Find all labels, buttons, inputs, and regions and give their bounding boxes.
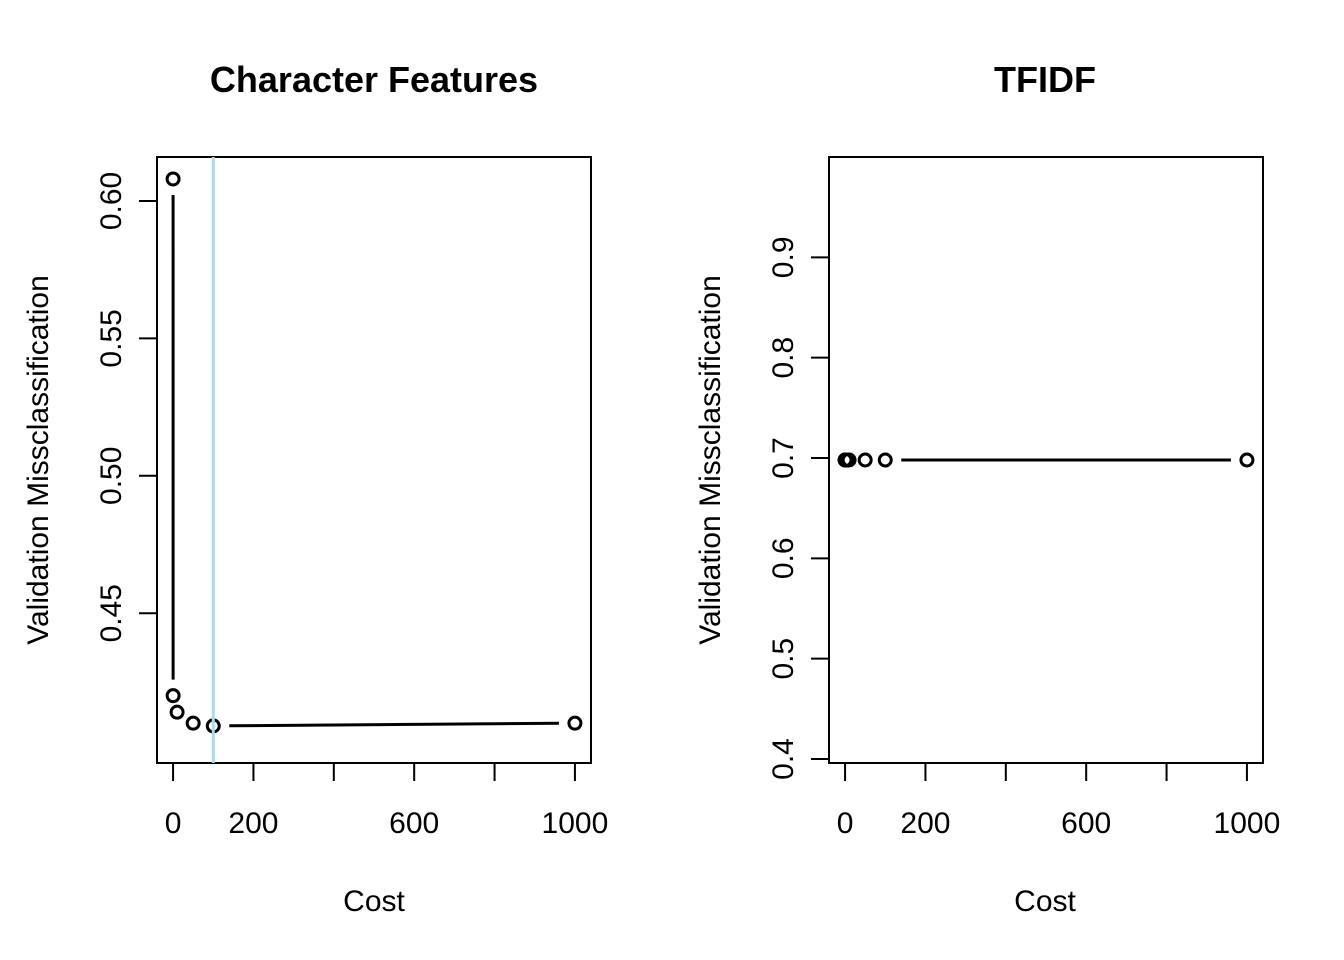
x-tick-label: 1000 (542, 807, 609, 840)
chart-marks: 0 200 600 1000 0.4 0.5 0.6 0.7 0.8 0.9 (767, 236, 1280, 840)
x-axis-label: Cost (343, 885, 405, 918)
x-axis-label: Cost (1014, 885, 1076, 918)
y-tick-label: 0.45 (95, 584, 128, 642)
data-point (857, 452, 873, 468)
y-tick-label: 0.6 (767, 537, 800, 579)
data-point (165, 688, 181, 704)
data-point (165, 171, 181, 187)
y-tick-label: 0.60 (95, 172, 128, 230)
data-point (1239, 452, 1255, 468)
y-tick-label: 0.8 (767, 337, 800, 379)
data-point (567, 715, 583, 731)
plot-frame (156, 156, 592, 764)
y-tick-label: 0.4 (767, 738, 800, 780)
x-tick-label: 200 (900, 807, 950, 840)
x-tick-label: 600 (1061, 807, 1111, 840)
panel-tfidf: TFIDF Cost Validation Missclassification… (694, 59, 1280, 918)
y-tick-label: 0.9 (767, 236, 800, 278)
data-point (169, 704, 185, 720)
y-tick-label: 0.50 (95, 447, 128, 505)
x-tick-label: 1000 (1214, 807, 1281, 840)
chart-title: TFIDF (994, 59, 1096, 100)
chart-marks: 0 200 600 1000 0.45 0.50 0.55 0.60 (95, 157, 608, 840)
y-axis-label: Validation Missclassification (22, 275, 55, 645)
data-point (877, 452, 893, 468)
series-line-segment (229, 721, 559, 728)
chart-title: Character Features (210, 59, 538, 100)
data-point (841, 452, 857, 468)
data-point (185, 715, 201, 731)
y-tick-label: 0.7 (767, 437, 800, 479)
y-tick-label: 0.55 (95, 309, 128, 367)
x-tick-label: 0 (165, 807, 182, 840)
x-tick-label: 0 (837, 807, 854, 840)
y-tick-label: 0.5 (767, 638, 800, 680)
y-axis-label: Validation Missclassification (694, 275, 727, 645)
x-tick-label: 600 (389, 807, 439, 840)
panel-character-features: Character Features Cost Validation Missc… (22, 59, 608, 918)
x-tick-label: 200 (228, 807, 278, 840)
